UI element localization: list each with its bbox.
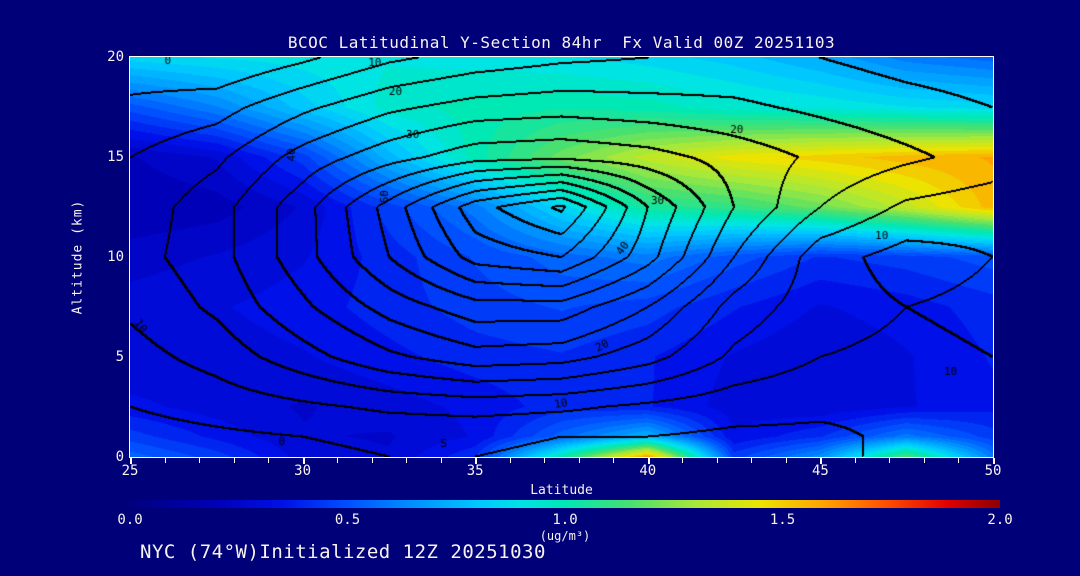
plot-title: BCOC Latitudinal Y-Section 84hr Fx Valid… (287, 33, 836, 52)
x-axis-title: Latitude (530, 483, 593, 498)
x-tick-label: 45 (811, 463, 829, 479)
x-minor-tick (371, 458, 373, 463)
colorbar-tick-label: 1.5 (769, 512, 796, 528)
y-tick-label: 5 (115, 349, 124, 365)
x-minor-tick (440, 458, 442, 463)
colorbar-tick-label: 0.0 (117, 512, 143, 528)
colorbar-unit: (ug/m³) (539, 529, 591, 543)
x-major-tick (475, 458, 478, 464)
x-tick-label: 35 (466, 463, 484, 479)
x-minor-tick (578, 458, 580, 463)
x-minor-tick (199, 458, 201, 463)
y-axis-title: Altitude (km) (70, 199, 86, 315)
colorbar-tick-label: 2.0 (987, 512, 1013, 528)
x-tick-label: 50 (984, 463, 1002, 479)
colorbar-tick-label: 1.0 (552, 512, 578, 528)
x-minor-tick (923, 458, 925, 463)
x-tick-label: 40 (639, 463, 657, 479)
y-tick-label: 0 (115, 449, 124, 465)
x-minor-tick (751, 458, 753, 463)
plot-area (129, 56, 994, 458)
x-minor-tick (613, 458, 615, 463)
colorbar (130, 500, 1000, 508)
x-minor-tick (233, 458, 235, 463)
init-info: NYC (74°W)Initialized 12Z 20251030 (140, 541, 546, 563)
x-major-tick (302, 458, 305, 464)
y-tick-label: 10 (107, 249, 124, 265)
x-minor-tick (854, 458, 856, 463)
x-minor-tick (544, 458, 546, 463)
y-tick-label: 15 (107, 149, 124, 165)
x-major-tick (820, 458, 823, 464)
x-minor-tick (785, 458, 787, 463)
x-major-tick (993, 458, 995, 464)
x-minor-tick (268, 458, 270, 463)
x-minor-tick (889, 458, 891, 463)
x-minor-tick (337, 458, 339, 463)
x-tick-label: 25 (121, 463, 139, 479)
x-minor-tick (958, 458, 960, 463)
x-minor-tick (716, 458, 718, 463)
y-tick-label: 20 (107, 49, 124, 65)
x-tick-label: 30 (294, 463, 312, 479)
x-minor-tick (406, 458, 408, 463)
colorbar-tick-label: 0.5 (334, 512, 361, 528)
x-major-tick (130, 458, 132, 464)
x-major-tick (647, 458, 650, 464)
x-minor-tick (509, 458, 511, 463)
section-canvas (130, 57, 993, 457)
x-minor-tick (164, 458, 166, 463)
x-minor-tick (682, 458, 684, 463)
